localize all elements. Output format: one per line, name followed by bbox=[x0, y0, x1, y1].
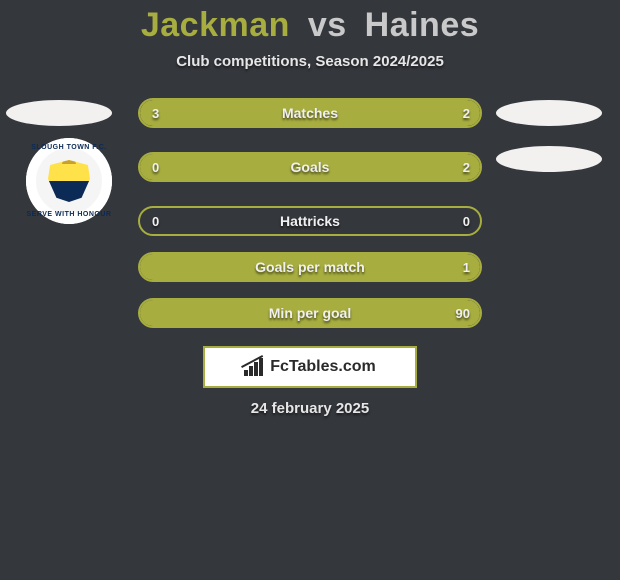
stat-bar: 0 Goals 2 bbox=[138, 152, 482, 182]
stat-value-right: 1 bbox=[463, 260, 470, 275]
stat-value-right: 0 bbox=[463, 214, 470, 229]
stat-value-left: 0 bbox=[152, 214, 159, 229]
stat-value-right: 90 bbox=[456, 306, 470, 321]
stat-label: Goals per match bbox=[255, 259, 365, 275]
bar-chart-icon bbox=[244, 358, 266, 376]
title-player2: Haines bbox=[365, 6, 480, 44]
stat-bar: 3 Matches 2 bbox=[138, 98, 482, 128]
stat-value-right: 2 bbox=[463, 106, 470, 121]
player2-placeholder-ellipse bbox=[496, 100, 602, 126]
brand-box[interactable]: FcTables.com bbox=[203, 346, 417, 388]
crest-text-top: SLOUGH TOWN F.C. bbox=[31, 144, 107, 151]
stat-row-goals: SLOUGH TOWN F.C. SERVE WITH HONOUR 0 Goa… bbox=[0, 144, 620, 190]
stat-bar: Min per goal 90 bbox=[138, 298, 482, 328]
subtitle: Club competitions, Season 2024/2025 bbox=[0, 53, 620, 70]
container: Jackman vs Haines Club competitions, Sea… bbox=[0, 0, 620, 417]
bar-fill-right bbox=[344, 100, 480, 126]
date-text: 24 february 2025 bbox=[0, 400, 620, 417]
stat-value-left: 3 bbox=[152, 106, 159, 121]
page-title: Jackman vs Haines bbox=[0, 6, 620, 45]
stat-label: Goals bbox=[291, 159, 330, 175]
player2-placeholder-ellipse-2 bbox=[496, 146, 602, 172]
stat-row-mpg: Min per goal 90 bbox=[0, 298, 620, 328]
stat-value-right: 2 bbox=[463, 160, 470, 175]
stat-label: Min per goal bbox=[269, 305, 351, 321]
stat-row-gpm: Goals per match 1 bbox=[0, 252, 620, 282]
stat-value-left: 0 bbox=[152, 160, 159, 175]
stat-label: Hattricks bbox=[280, 213, 340, 229]
stat-row-hattricks: 0 Hattricks 0 bbox=[0, 206, 620, 236]
title-player1: Jackman bbox=[141, 6, 290, 44]
title-vs: vs bbox=[308, 6, 347, 44]
stat-bar: Goals per match 1 bbox=[138, 252, 482, 282]
brand-text: FcTables.com bbox=[270, 358, 376, 376]
stat-bar: 0 Hattricks 0 bbox=[138, 206, 482, 236]
player1-placeholder-ellipse bbox=[6, 100, 112, 126]
stat-row-matches: 3 Matches 2 bbox=[0, 98, 620, 128]
stat-label: Matches bbox=[282, 105, 338, 121]
